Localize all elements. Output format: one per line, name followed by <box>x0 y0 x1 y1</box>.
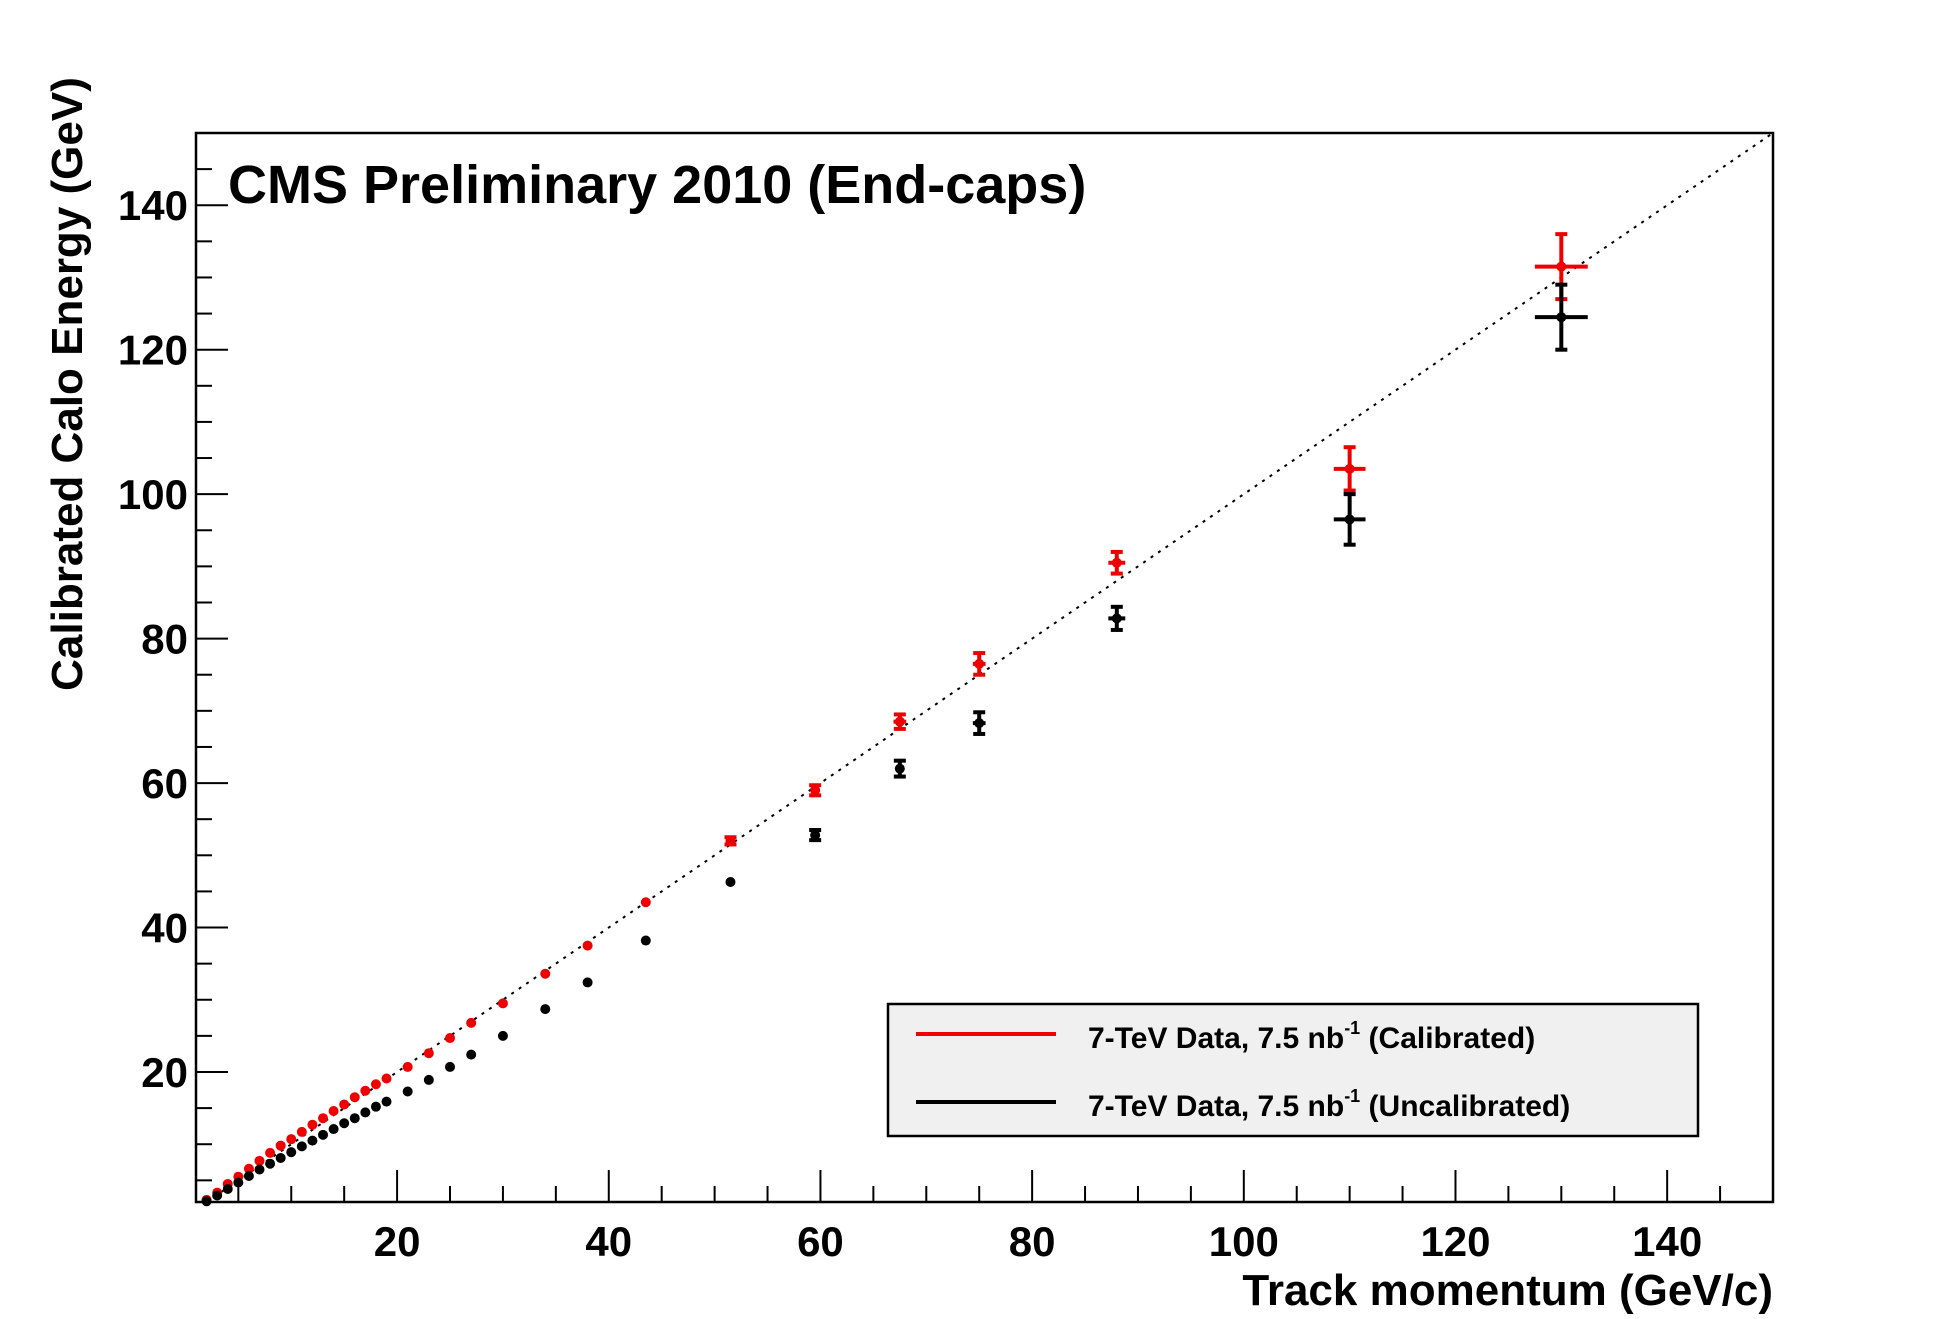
y-axis-title: Calibrated Calo Energy (GeV) <box>43 77 92 691</box>
y-tick-label: 140 <box>118 182 188 229</box>
legend-label-calibrated-suffix: (Calibrated) <box>1360 1022 1535 1055</box>
data-point <box>423 1048 434 1059</box>
plot-frame <box>194 131 1775 1204</box>
data-point <box>540 1004 551 1015</box>
data-point <box>339 1118 350 1129</box>
data-point <box>640 935 651 946</box>
legend-label-calibrated-main: 7-TeV Data, 7.5 nb <box>1088 1022 1344 1055</box>
data-point <box>894 763 905 774</box>
x-axis: 20 40 60 80 100 120 140 <box>237 1170 1722 1265</box>
data-point <box>265 1158 276 1169</box>
data-point <box>243 1170 254 1181</box>
data-point <box>466 1017 477 1028</box>
y-tick-label: 120 <box>118 327 188 374</box>
y-tick-label: 100 <box>118 471 188 518</box>
y-tick-label: 20 <box>141 1049 188 1096</box>
legend-label-calibrated-sup: -1 <box>1344 1018 1360 1038</box>
data-point <box>201 1196 212 1207</box>
data-point <box>497 998 508 1009</box>
data-point <box>810 785 821 796</box>
x-tick-label: 120 <box>1420 1218 1490 1265</box>
legend-entry-uncalibrated: 7-TeV Data, 7.5 nb-1 (Uncalibrated) <box>1088 1086 1570 1123</box>
data-point <box>370 1101 381 1112</box>
x-tick-label: 40 <box>585 1218 632 1265</box>
data-point <box>318 1129 329 1140</box>
data-point <box>540 968 551 979</box>
data-point <box>894 716 905 727</box>
data-point <box>286 1134 297 1145</box>
data-point <box>360 1085 371 1096</box>
data-point <box>1556 261 1567 272</box>
data-point <box>402 1086 413 1097</box>
data-point <box>307 1135 318 1146</box>
data-point <box>466 1049 477 1060</box>
data-point <box>296 1126 307 1137</box>
data-point <box>349 1092 360 1103</box>
data-point <box>286 1147 297 1158</box>
x-tick-label: 60 <box>797 1218 844 1265</box>
data-point <box>445 1033 456 1044</box>
data-point <box>725 877 736 888</box>
data-point <box>254 1155 265 1166</box>
x-tick-label: 80 <box>1009 1218 1056 1265</box>
data-point <box>275 1152 286 1163</box>
data-point <box>243 1163 254 1174</box>
legend-label-uncalibrated-suffix: (Uncalibrated) <box>1360 1090 1570 1123</box>
data-point <box>254 1164 265 1175</box>
data-point <box>1556 312 1567 323</box>
data-point <box>339 1099 350 1110</box>
data-point <box>1344 463 1355 474</box>
data-point <box>497 1030 508 1041</box>
data-point <box>582 977 593 988</box>
data-point <box>445 1061 456 1072</box>
legend: 7-TeV Data, 7.5 nb-1 (Calibrated) 7-TeV … <box>886 1002 1700 1138</box>
data-point <box>328 1124 339 1135</box>
y-tick-label: 40 <box>141 905 188 952</box>
series-uncalibrated <box>201 282 1588 1207</box>
data-point <box>640 897 651 908</box>
data-point <box>974 658 985 669</box>
legend-label-uncalibrated-sup: -1 <box>1344 1086 1360 1106</box>
data-point <box>810 830 821 841</box>
y-tick-label: 60 <box>141 760 188 807</box>
data-point <box>212 1190 223 1201</box>
legend-box <box>886 1002 1700 1138</box>
chart-title: CMS Preliminary 2010 (End-caps) <box>228 155 1086 215</box>
data-point <box>222 1183 233 1194</box>
data-point <box>349 1113 360 1124</box>
data-point <box>265 1147 276 1158</box>
data-point <box>974 718 985 729</box>
data-point <box>725 835 736 846</box>
x-axis-title: Track momentum (GeV/c) <box>1242 1266 1773 1315</box>
data-point <box>307 1119 318 1130</box>
data-point <box>423 1074 434 1085</box>
data-point <box>381 1073 392 1084</box>
data-point <box>328 1105 339 1116</box>
data-point <box>360 1107 371 1118</box>
data-point <box>582 940 593 951</box>
data-point <box>318 1113 329 1124</box>
data-point <box>1111 557 1122 568</box>
legend-entry-calibrated: 7-TeV Data, 7.5 nb-1 (Calibrated) <box>1088 1018 1535 1055</box>
x-tick-label: 20 <box>374 1218 421 1265</box>
series-layer <box>201 232 1588 1207</box>
data-point <box>296 1141 307 1152</box>
data-point <box>381 1096 392 1107</box>
x-tick-label: 140 <box>1632 1218 1702 1265</box>
data-point <box>1111 613 1122 624</box>
x-tick-label: 100 <box>1209 1218 1279 1265</box>
data-point <box>402 1061 413 1072</box>
legend-label-uncalibrated-main: 7-TeV Data, 7.5 nb <box>1088 1090 1344 1123</box>
data-point <box>1344 514 1355 525</box>
data-point <box>233 1177 244 1188</box>
data-point <box>275 1140 286 1151</box>
y-axis: 20 40 60 80 100 120 140 <box>118 168 228 1182</box>
y-tick-label: 80 <box>141 616 188 663</box>
data-point <box>370 1079 381 1090</box>
